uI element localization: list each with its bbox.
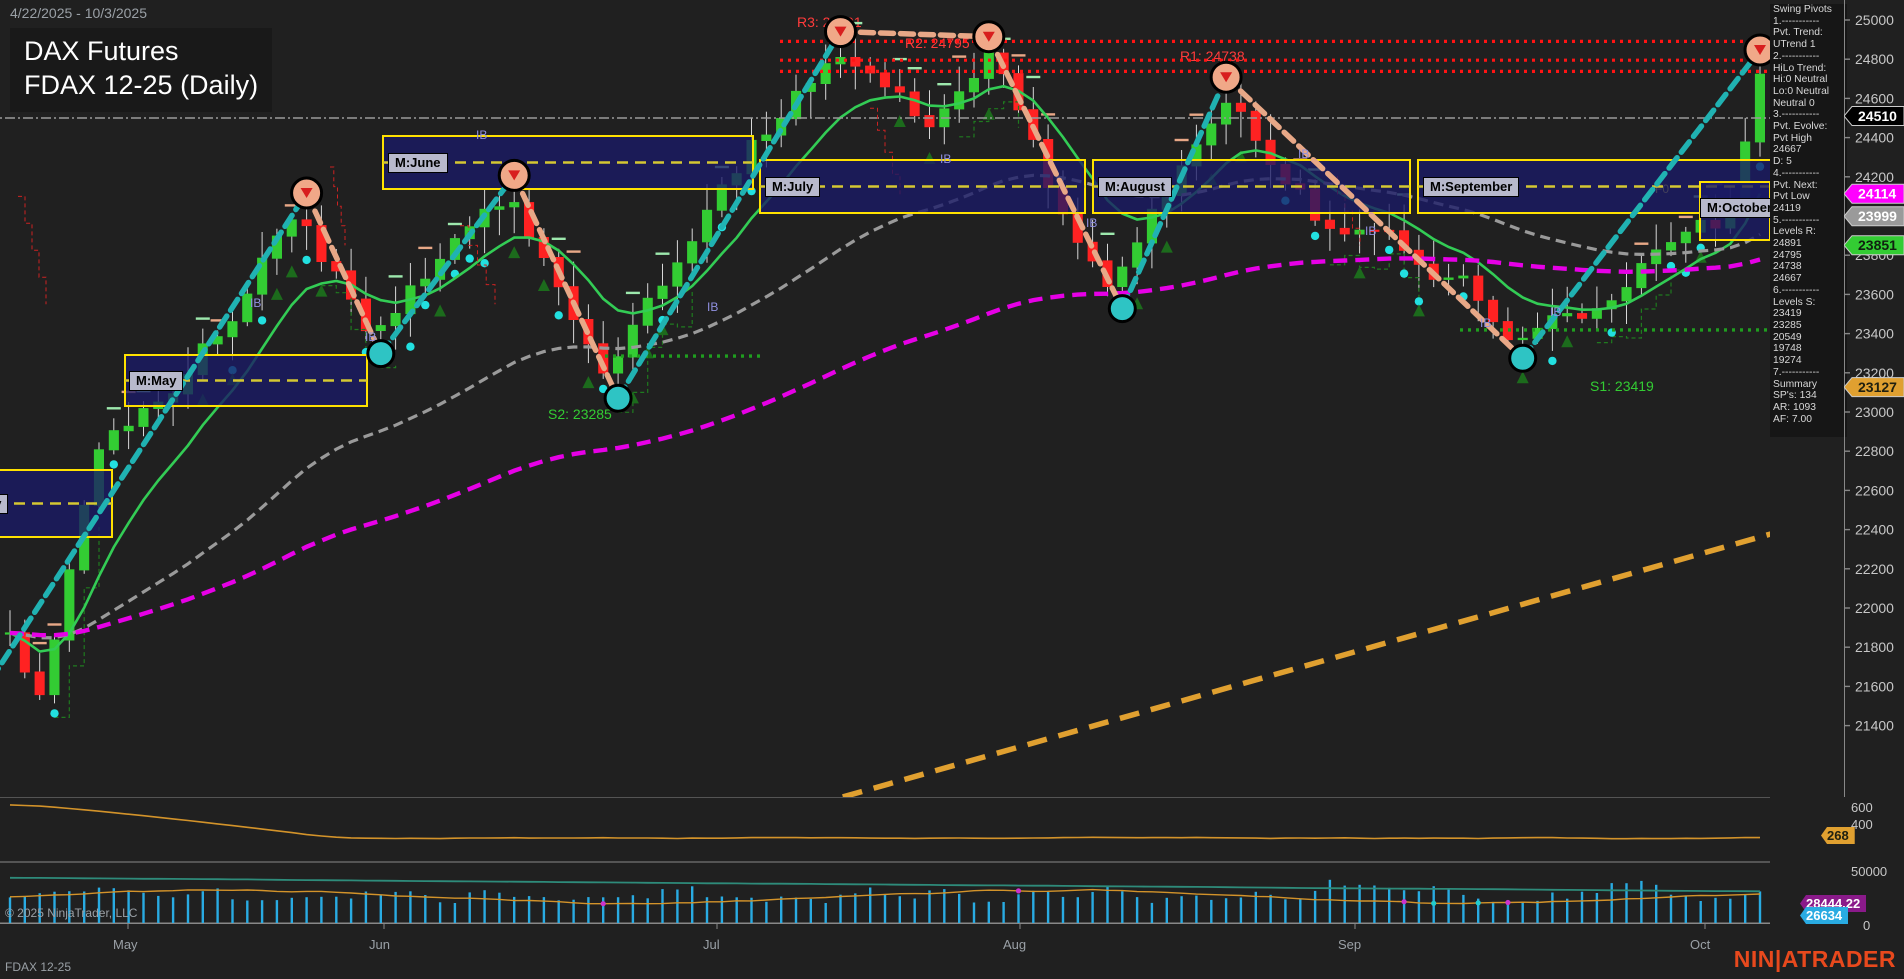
svg-text:24400: 24400 [1855, 130, 1894, 146]
svg-text:23127: 23127 [1858, 379, 1897, 395]
svg-text:23000: 23000 [1855, 404, 1894, 420]
svg-text:24600: 24600 [1855, 90, 1894, 106]
svg-text:22600: 22600 [1855, 482, 1894, 498]
svg-text:21600: 21600 [1855, 678, 1894, 694]
svg-text:23999: 23999 [1858, 208, 1897, 224]
svg-text:22800: 22800 [1855, 443, 1894, 459]
svg-text:24800: 24800 [1855, 51, 1894, 67]
svg-text:S1: 23419: S1: 23419 [1590, 378, 1654, 394]
svg-text:21800: 21800 [1855, 639, 1894, 655]
svg-text:S2: 23285: S2: 23285 [548, 406, 612, 422]
svg-text:22000: 22000 [1855, 600, 1894, 616]
svg-text:23400: 23400 [1855, 326, 1894, 342]
svg-text:23851: 23851 [1858, 237, 1897, 253]
svg-text:23600: 23600 [1855, 286, 1894, 302]
svg-text:24114: 24114 [1858, 186, 1896, 202]
svg-text:25000: 25000 [1855, 12, 1894, 28]
svg-text:21400: 21400 [1855, 718, 1894, 734]
svg-text:22400: 22400 [1855, 522, 1894, 538]
svg-text:22200: 22200 [1855, 561, 1894, 577]
svg-text:24200: 24200 [1855, 169, 1894, 185]
svg-text:24510: 24510 [1858, 108, 1897, 124]
